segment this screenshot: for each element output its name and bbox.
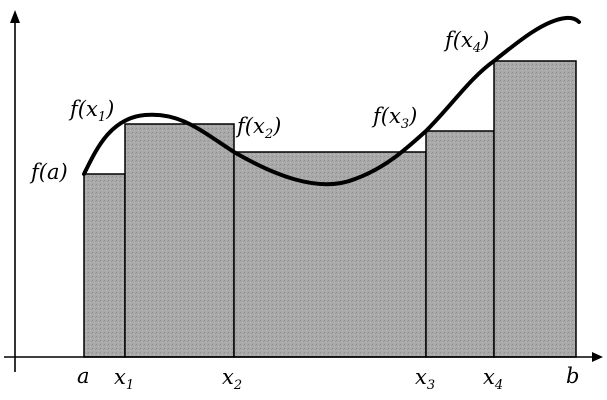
x-label-b: b	[566, 364, 579, 388]
bar-x1-x2	[124, 123, 235, 358]
x-label-x3: x3	[415, 365, 435, 393]
x-label-x2: x2	[222, 365, 242, 393]
bar-x2-x3	[233, 151, 427, 358]
function-labels: f(a) f(x1) f(x2) f(x3) f(x4)	[29, 28, 489, 184]
x-axis-labels: a x1 x2 x3 x4 b	[77, 364, 579, 393]
label-f-a: f(a)	[29, 160, 68, 184]
function-curve	[82, 15, 581, 187]
bar-x4-b	[493, 60, 577, 358]
y-axis-arrowhead	[10, 10, 20, 23]
axes	[4, 10, 603, 372]
x-axis-arrowhead	[592, 352, 603, 362]
bar-x3-x4	[425, 130, 495, 358]
label-f-x1: f(x1)	[68, 97, 114, 125]
label-f-x2: f(x2)	[235, 114, 281, 142]
x-label-x4: x4	[483, 365, 503, 393]
riemann-bars	[83, 60, 577, 358]
x-label-x1: x1	[114, 365, 134, 393]
bar-a-x1	[83, 173, 126, 358]
label-f-x3: f(x3)	[371, 104, 417, 132]
x-label-a: a	[77, 364, 90, 388]
label-f-x4: f(x4)	[443, 28, 489, 56]
